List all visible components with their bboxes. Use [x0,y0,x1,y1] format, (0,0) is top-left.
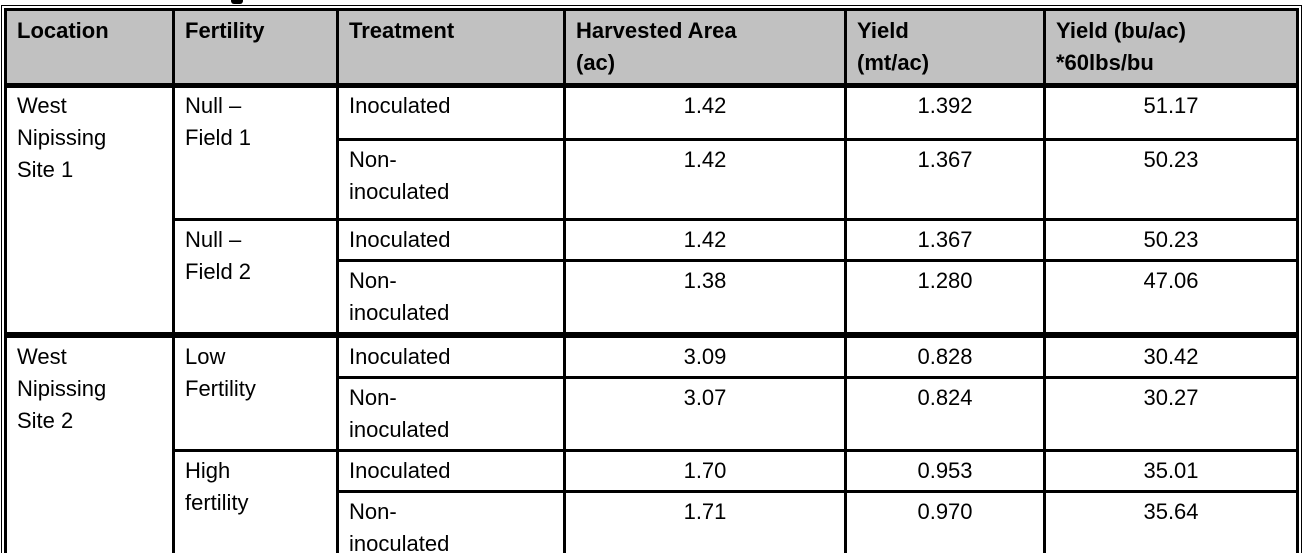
location-cell: West Nipissing Site 1 [4,83,175,336]
cropped-text-artifact [231,0,243,4]
yield-mt-cell: 0.824 [844,375,1046,452]
yield-table-frame: Location Fertility Treatment Harvested A… [1,5,1302,553]
header-row: Location Fertility Treatment Harvested A… [4,8,1299,87]
fertility-cell: High fertility [172,448,339,553]
treatment-cell: Inoculated [336,448,566,493]
yield-mt-cell: 1.367 [844,217,1046,262]
treatment-cell: Inoculated [336,331,566,379]
harvested-area-cell: 3.07 [563,375,847,452]
yield-bu-cell: 47.06 [1043,258,1299,336]
yield-bu-cell: 35.01 [1043,448,1299,493]
yield-bu-cell: 30.42 [1043,331,1299,379]
table-row: Non- inoculated 1.71 0.970 35.64 [6,489,1299,553]
table-row: Non- inoculated 1.38 1.280 47.06 [6,258,1299,336]
treatment-cell: Non- inoculated [336,489,566,553]
table-row: Non- inoculated 3.07 0.824 30.27 [6,375,1299,452]
table-row: West Nipissing Site 2 Low Fertility Inoc… [4,331,1299,553]
table-row: West Nipissing Site 1 Null – Field 1 Ino… [4,83,1299,336]
yield-mt-cell: 0.953 [844,448,1046,493]
yield-bu-cell: 50.23 [1043,137,1299,221]
yield-mt-cell: 0.970 [844,489,1046,553]
col-header-treatment: Treatment [336,8,566,87]
col-header-harvested-area: Harvested Area (ac) [563,8,847,87]
harvested-area-cell: 1.42 [563,217,847,262]
harvested-area-cell: 1.71 [563,489,847,553]
fertility-cell: Null – Field 2 [172,217,339,336]
harvested-area-cell: 1.42 [563,137,847,221]
yield-bu-cell: 35.64 [1043,489,1299,553]
yield-bu-cell: 51.17 [1043,83,1299,141]
yield-mt-cell: 1.392 [844,83,1046,141]
treatment-cell: Non- inoculated [336,137,566,221]
harvested-area-cell: 3.09 [563,331,847,379]
harvested-area-cell: 1.70 [563,448,847,493]
location-cell: West Nipissing Site 2 [4,331,175,553]
table-row: High fertility Inoculated 1.70 0.953 35.… [6,448,1299,553]
col-header-location: Location [4,8,175,87]
fertility-cell: Null – Field 1 [172,83,339,221]
col-header-yield-mt: Yield (mt/ac) [844,8,1046,87]
col-header-fertility: Fertility [172,8,339,87]
col-header-yield-bu: Yield (bu/ac) *60lbs/bu [1043,8,1299,87]
yield-mt-cell: 1.280 [844,258,1046,336]
yield-bu-cell: 50.23 [1043,217,1299,262]
fertility-cell: Low Fertility [172,331,339,452]
yield-results-table: Location Fertility Treatment Harvested A… [4,8,1299,553]
yield-mt-cell: 1.367 [844,137,1046,221]
treatment-cell: Inoculated [336,83,566,141]
treatment-cell: Non- inoculated [336,258,566,336]
harvested-area-cell: 1.38 [563,258,847,336]
table-row: Null – Field 2 Inoculated 1.42 1.367 50.… [6,217,1299,336]
yield-mt-cell: 0.828 [844,331,1046,379]
header-divider-line [4,87,1299,88]
harvested-area-cell: 1.42 [563,83,847,141]
treatment-cell: Inoculated [336,217,566,262]
table-row: Non- inoculated 1.42 1.367 50.23 [6,137,1299,221]
treatment-cell: Non- inoculated [336,375,566,452]
yield-bu-cell: 30.27 [1043,375,1299,452]
